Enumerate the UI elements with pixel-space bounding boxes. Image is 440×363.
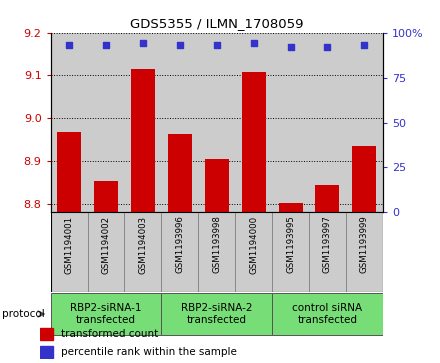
Bar (94, 181, 118, 212)
Text: RBP2-siRNA-2
transfected: RBP2-siRNA-2 transfected (181, 303, 253, 325)
Bar (125, 212, 161, 292)
Bar (235, 212, 272, 292)
Text: protocol: protocol (2, 309, 45, 319)
Point (250, 41, 257, 46)
Bar (272, 293, 383, 335)
Text: GSM1194002: GSM1194002 (102, 216, 110, 274)
Text: GSM1193995: GSM1193995 (286, 216, 295, 273)
Bar (125, 33, 161, 212)
Bar (235, 33, 272, 212)
Bar (309, 33, 346, 212)
Text: GSM1193999: GSM1193999 (360, 216, 369, 273)
Bar (57, 132, 81, 212)
Bar (51, 293, 161, 335)
Point (176, 42, 183, 48)
Bar (352, 146, 376, 212)
Point (213, 42, 220, 48)
Point (139, 41, 147, 46)
Text: GSM1194003: GSM1194003 (138, 216, 147, 274)
Bar (272, 212, 309, 292)
Bar (88, 33, 125, 212)
Bar (168, 134, 192, 212)
Point (324, 44, 331, 50)
Bar (315, 185, 339, 212)
Bar (272, 33, 309, 212)
Bar (279, 203, 303, 212)
Bar (198, 33, 235, 212)
Bar (40, 328, 53, 340)
Bar (346, 212, 383, 292)
Point (66, 42, 73, 48)
Text: GSM1194001: GSM1194001 (65, 216, 73, 274)
Text: control siRNA
transfected: control siRNA transfected (292, 303, 363, 325)
Bar (88, 212, 125, 292)
Point (287, 44, 294, 50)
Text: GSM1193998: GSM1193998 (212, 216, 221, 273)
Bar (51, 33, 88, 212)
Bar (309, 212, 346, 292)
Text: transformed count: transformed count (61, 329, 158, 339)
Bar (131, 69, 155, 212)
Bar (242, 73, 266, 212)
Bar (161, 212, 198, 292)
Text: GSM1194000: GSM1194000 (249, 216, 258, 274)
Bar (161, 33, 198, 212)
Text: percentile rank within the sample: percentile rank within the sample (61, 347, 237, 357)
Text: GSM1193996: GSM1193996 (175, 216, 184, 273)
Bar (198, 212, 235, 292)
Point (361, 42, 368, 48)
Bar (161, 293, 272, 335)
Text: GSM1193997: GSM1193997 (323, 216, 332, 273)
Bar (205, 159, 229, 212)
Point (103, 42, 110, 48)
Text: RBP2-siRNA-1
transfected: RBP2-siRNA-1 transfected (70, 303, 142, 325)
Bar (51, 212, 88, 292)
Bar (346, 33, 383, 212)
Title: GDS5355 / ILMN_1708059: GDS5355 / ILMN_1708059 (130, 17, 304, 30)
Bar (40, 346, 53, 358)
